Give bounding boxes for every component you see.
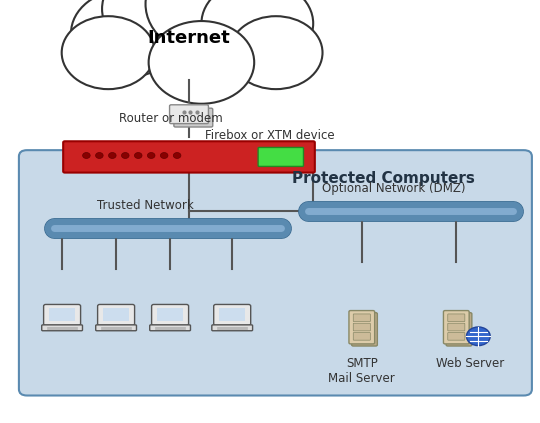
FancyBboxPatch shape [170,105,208,124]
Text: Router or modem: Router or modem [119,112,222,125]
FancyBboxPatch shape [349,310,375,344]
FancyBboxPatch shape [258,148,303,166]
Text: SMTP
Mail Server: SMTP Mail Server [328,357,395,385]
Circle shape [173,153,181,159]
Text: Protected Computers: Protected Computers [292,171,475,186]
FancyBboxPatch shape [150,325,191,331]
Text: Trusted Network: Trusted Network [97,198,194,212]
Circle shape [201,0,313,67]
FancyBboxPatch shape [152,305,188,325]
Text: Web Server: Web Server [436,357,504,371]
Circle shape [62,16,155,89]
FancyBboxPatch shape [443,310,469,344]
Circle shape [71,0,183,77]
FancyBboxPatch shape [353,332,370,340]
Circle shape [122,153,129,159]
Text: Internet: Internet [147,29,231,47]
Circle shape [148,21,254,104]
FancyBboxPatch shape [214,305,251,325]
FancyBboxPatch shape [353,323,370,331]
FancyBboxPatch shape [448,314,465,321]
FancyBboxPatch shape [103,308,129,321]
FancyBboxPatch shape [44,305,80,325]
FancyBboxPatch shape [98,305,134,325]
Circle shape [467,327,490,346]
Circle shape [160,153,168,159]
FancyBboxPatch shape [353,314,370,321]
Circle shape [147,153,155,159]
Circle shape [145,0,282,58]
Circle shape [230,16,322,89]
Text: Optional Network (DMZ): Optional Network (DMZ) [322,181,466,195]
Text: Firebox or XTM device: Firebox or XTM device [205,129,335,142]
FancyBboxPatch shape [446,313,472,346]
Circle shape [134,153,142,159]
FancyBboxPatch shape [47,10,331,76]
FancyBboxPatch shape [96,325,137,331]
FancyBboxPatch shape [212,325,253,331]
FancyBboxPatch shape [448,332,465,340]
FancyBboxPatch shape [448,323,465,331]
FancyBboxPatch shape [49,308,75,321]
Circle shape [83,153,90,159]
FancyBboxPatch shape [19,150,532,396]
FancyBboxPatch shape [219,308,245,321]
Circle shape [102,0,226,58]
FancyBboxPatch shape [157,308,183,321]
FancyBboxPatch shape [352,313,377,346]
FancyBboxPatch shape [174,108,213,127]
FancyBboxPatch shape [42,325,83,331]
FancyBboxPatch shape [63,141,315,173]
Circle shape [96,153,103,159]
Circle shape [109,153,116,159]
